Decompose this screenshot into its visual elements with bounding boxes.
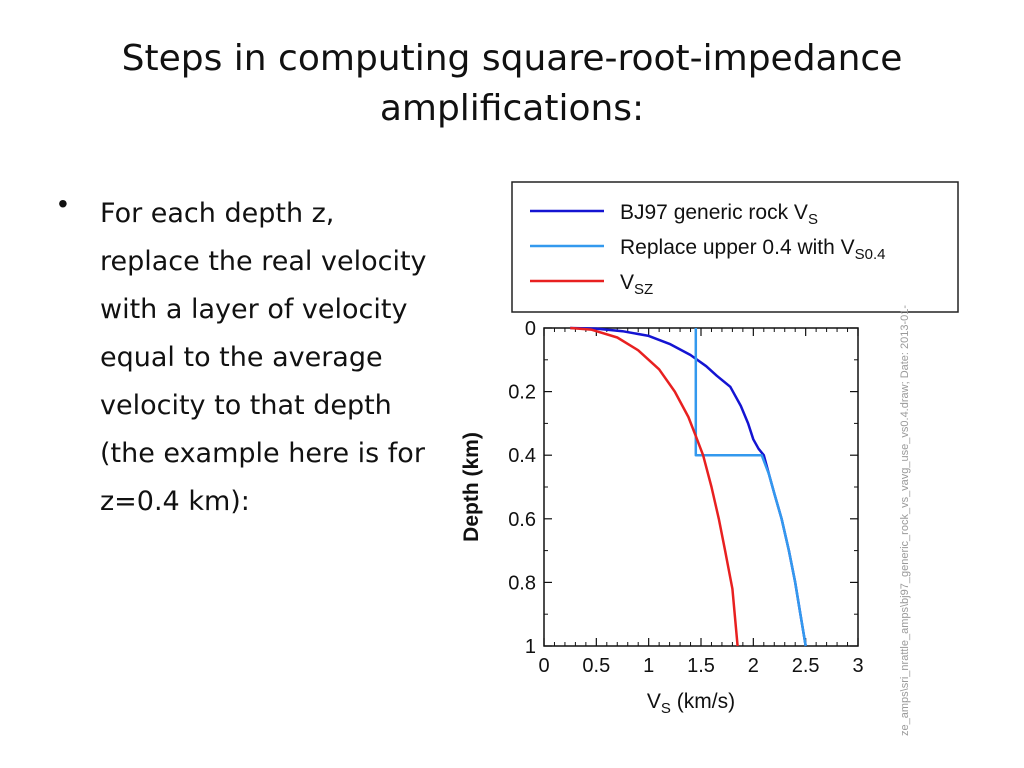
- x-tick-label: 0.5: [582, 655, 610, 677]
- bullet-marker: •: [58, 188, 68, 219]
- x-axis-label: VS (km/s): [647, 690, 735, 717]
- series-line-2: [570, 326, 739, 647]
- y-tick-label: 0: [525, 318, 536, 340]
- y-tick-label: 0.4: [508, 445, 536, 467]
- title-line-2: amplifications:: [379, 88, 645, 129]
- x-tick-label: 2.5: [792, 655, 820, 677]
- title-line-1: Steps in computing square-root-impedance: [121, 38, 903, 79]
- side-annotation: ze_amps\sri_nrattle_amps\bj97_generic_ro…: [899, 305, 911, 736]
- x-tick-label: 0: [538, 655, 549, 677]
- legend-label-2: VSZ: [620, 271, 653, 298]
- y-tick-label: 1: [525, 636, 536, 658]
- slide-title: Steps in computing square-root-impedance…: [60, 34, 964, 134]
- x-tick-label: 1: [643, 655, 654, 677]
- y-tick-label: 0.8: [508, 572, 536, 594]
- legend-label-0: BJ97 generic rock VS: [620, 201, 818, 228]
- series-line-0: [570, 326, 807, 647]
- bullet-text: For each depth z, replace the real veloc…: [100, 198, 427, 517]
- y-axis-label: Depth (km): [460, 432, 483, 542]
- legend-label-1: Replace upper 0.4 with VS0.4: [620, 236, 886, 263]
- depth-velocity-chart: BJ97 generic rock VS Replace upper 0.4 wi…: [460, 181, 959, 736]
- y-tick-label: 0.2: [508, 382, 536, 404]
- x-tick-label: 2: [748, 655, 759, 677]
- y-tick-label: 0.6: [508, 509, 536, 531]
- plot-frame: [543, 327, 859, 647]
- x-tick-label: 3: [852, 655, 863, 677]
- x-tick-label: 1.5: [687, 655, 715, 677]
- series-line-1: [694, 328, 807, 647]
